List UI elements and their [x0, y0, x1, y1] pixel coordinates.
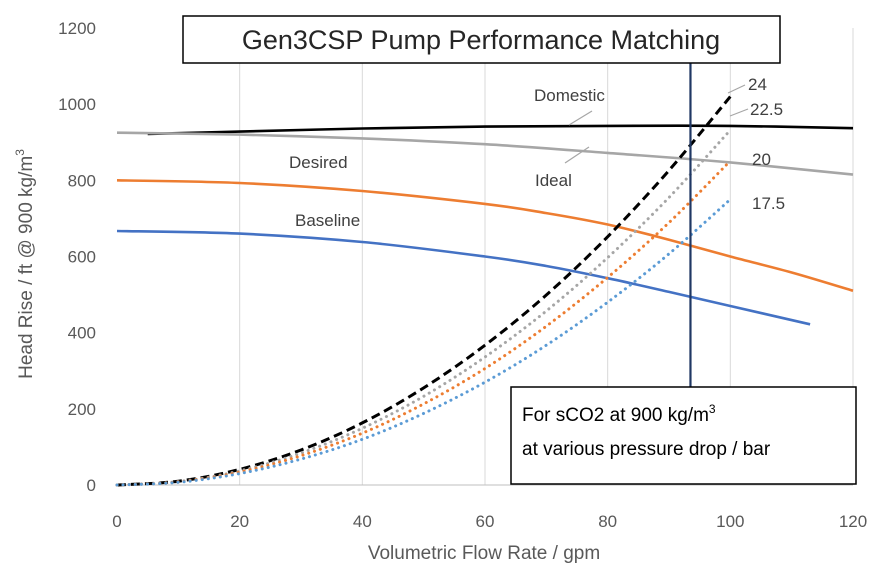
y-tick-label: 400	[68, 324, 96, 343]
label-domestic: Domestic	[534, 86, 605, 105]
series-group	[115, 95, 854, 487]
label-24: 24	[748, 75, 767, 94]
x-tick-label: 40	[353, 512, 372, 531]
label-desired: Desired	[289, 153, 348, 172]
series-line-17-5	[115, 197, 732, 487]
x-axis-label: Volumetric Flow Rate / gpm	[368, 543, 600, 564]
x-tick-label: 20	[230, 512, 249, 531]
series-line-desired	[116, 179, 854, 293]
series-line-baseline	[116, 229, 811, 326]
y-tick-label: 800	[68, 171, 96, 190]
x-tick-label: 60	[476, 512, 495, 531]
y-tick-label: 600	[68, 248, 96, 267]
x-tick-label: 0	[112, 512, 121, 531]
y-tick-label: 200	[68, 400, 96, 419]
x-tick-label: 120	[839, 512, 867, 531]
info-textbox	[510, 386, 857, 485]
y-tick-label: 1200	[58, 19, 96, 38]
series-line-20	[115, 159, 732, 487]
y-tick-label: 1000	[58, 95, 96, 114]
title-box	[182, 15, 781, 64]
leader-24	[727, 84, 746, 94]
label-17-5: 17.5	[752, 194, 785, 213]
chart-title: Gen3CSP Pump Performance Matching	[242, 25, 720, 55]
series-line-domestic	[147, 124, 854, 136]
leader-domestic	[568, 110, 593, 126]
series-line-ideal	[116, 131, 854, 176]
y-axis-label: Head Rise / ft @ 900 kg/m3	[13, 149, 37, 379]
label-20: 20	[752, 150, 771, 169]
x-tick-label: 100	[716, 512, 744, 531]
textbox-line-1: For sCO2 at 900 kg/m3	[522, 402, 716, 426]
series-line-24	[116, 95, 732, 487]
textbox-line-2: at various pressure drop / bar	[522, 439, 771, 460]
label-22-5: 22.5	[750, 100, 783, 119]
y-tick-label: 0	[87, 476, 96, 495]
leader-ideal	[564, 146, 590, 164]
leader-22-5	[729, 108, 749, 117]
label-ideal: Ideal	[535, 171, 572, 190]
label-baseline: Baseline	[295, 211, 360, 230]
x-tick-label: 80	[598, 512, 617, 531]
